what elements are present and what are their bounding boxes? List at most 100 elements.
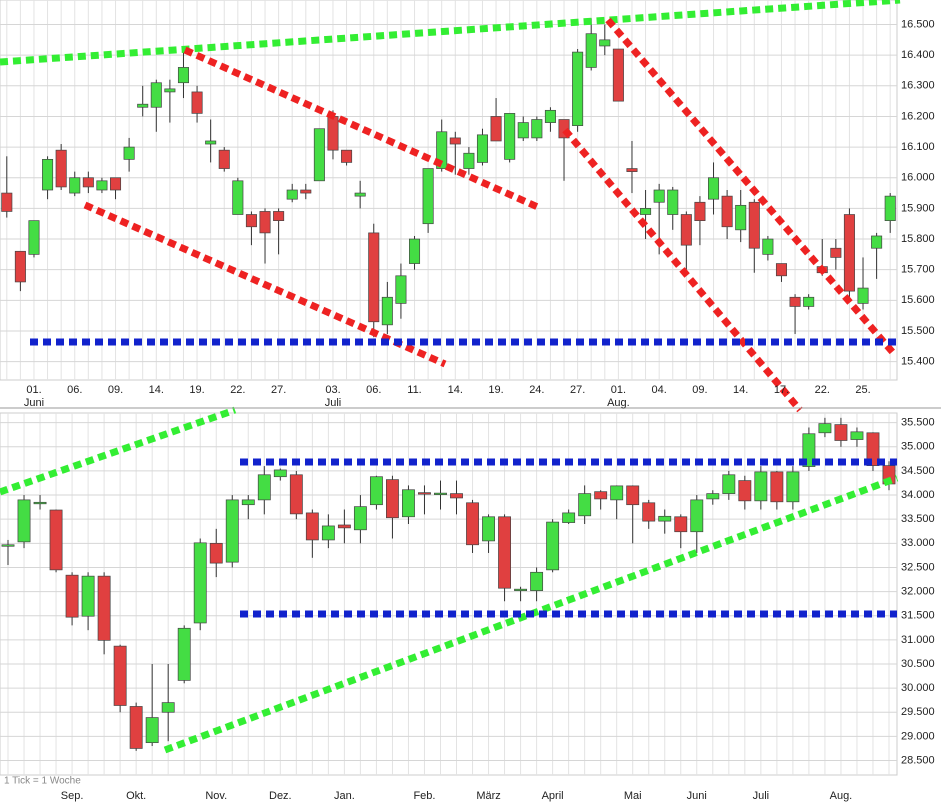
candle-body (42, 159, 54, 191)
y-tick-label: 16.300 (901, 80, 935, 92)
x-month-label: Juli (753, 790, 770, 802)
x-tick-label: 09. (692, 384, 707, 396)
candle-body (450, 493, 463, 499)
y-tick-label: 16.000 (901, 172, 935, 184)
candle-body (145, 717, 159, 744)
candle-body (653, 189, 665, 203)
candle-body (626, 485, 640, 506)
x-month-label: Okt. (126, 790, 146, 802)
candle-layer (1, 18, 896, 751)
candle-body (680, 214, 692, 246)
candle-body (82, 177, 94, 188)
candle-body (830, 247, 842, 258)
candle-body (546, 521, 560, 571)
x-tick-label: 14. (733, 384, 748, 396)
candle-body (786, 471, 800, 503)
candle-body (754, 471, 768, 502)
x-month-label: Mai (624, 790, 642, 802)
x-month-label: Feb. (413, 790, 435, 802)
y-tick-label: 16.400 (901, 49, 935, 61)
x-month-label: Jan. (334, 790, 355, 802)
candle-body (369, 476, 383, 506)
candle-body (395, 275, 407, 304)
x-tick-label: 27. (570, 384, 585, 396)
candle-body (884, 195, 896, 221)
x-tick-label: 24. (529, 384, 544, 396)
y-tick-label: 35.000 (901, 441, 935, 453)
candle-body (110, 177, 122, 191)
plot-area (0, 0, 898, 381)
candle-body (177, 627, 191, 681)
y-tick-label: 30.500 (901, 658, 935, 670)
candle-body (738, 480, 752, 502)
candle-body (17, 499, 31, 543)
candle-body (368, 232, 380, 323)
candle-body (762, 238, 774, 255)
y-tick-label: 32.500 (901, 561, 935, 573)
y-tick-label: 29.500 (901, 706, 935, 718)
candle-body (585, 33, 597, 68)
y-tick-label: 31.000 (901, 634, 935, 646)
y-tick-label: 15.500 (901, 325, 935, 337)
candle-body (626, 168, 638, 172)
candle-body (498, 516, 511, 589)
label-layer: 15.400 15.500 15.600 15.700 15.800 15.900 16.0… (24, 18, 935, 801)
candle-body (818, 423, 832, 434)
candle-body (341, 149, 353, 163)
candle-body (578, 493, 592, 517)
x-tick-label: 14. (448, 384, 463, 396)
x-tick-label: 19. (488, 384, 503, 396)
x-month-label: März (476, 790, 500, 802)
x-tick-label: 17. (774, 384, 789, 396)
candle-body (594, 491, 608, 500)
y-tick-label: 16.500 (901, 18, 935, 30)
candle-body (803, 296, 815, 307)
candle-body (177, 67, 189, 84)
candle-body (55, 149, 67, 188)
candle-body (436, 131, 448, 169)
y-tick-label: 15.600 (901, 294, 935, 306)
candle-body (463, 152, 475, 169)
y-tick-label: 16.200 (901, 110, 935, 122)
candle-body (65, 574, 79, 618)
y-tick-label: 32.000 (901, 585, 935, 597)
candle-body (191, 91, 203, 114)
candle-body (193, 542, 207, 624)
candle-body (531, 119, 543, 139)
candle-body (834, 424, 848, 441)
candle-body (775, 263, 787, 277)
x-tick-label: 09. (108, 384, 123, 396)
trend-line (0, 0, 901, 66)
candle-body (558, 119, 570, 139)
candle-body (150, 82, 162, 108)
candle-body (544, 109, 556, 123)
candle-body (722, 474, 736, 494)
candle-body (257, 474, 271, 501)
candle-body (599, 39, 611, 47)
y-tick-label: 29.000 (901, 730, 935, 742)
candle-body (409, 238, 421, 264)
x-month-label: Aug. (830, 790, 853, 802)
candle-body (449, 137, 461, 145)
candle-body (129, 706, 143, 749)
x-month-label: Nov. (205, 790, 227, 802)
candle-body (572, 51, 584, 126)
candle-body (225, 499, 239, 563)
candle-body (640, 208, 652, 215)
candle-body (209, 542, 223, 564)
candle-body (81, 575, 95, 617)
candle-body (49, 509, 63, 571)
candle-body (504, 113, 516, 160)
candle-body (164, 88, 176, 93)
x-tick-label: 19. (189, 384, 204, 396)
y-tick-label: 30.000 (901, 682, 935, 694)
candle-body (137, 103, 149, 108)
y-tick-label: 31.500 (901, 610, 935, 622)
y-tick-label: 35.500 (901, 417, 935, 429)
x-month-label: Juni (687, 790, 707, 802)
trend-lines (0, 0, 901, 754)
candle-body (1, 192, 13, 212)
x-tick-label: 04. (652, 384, 667, 396)
candle-body (482, 516, 495, 542)
